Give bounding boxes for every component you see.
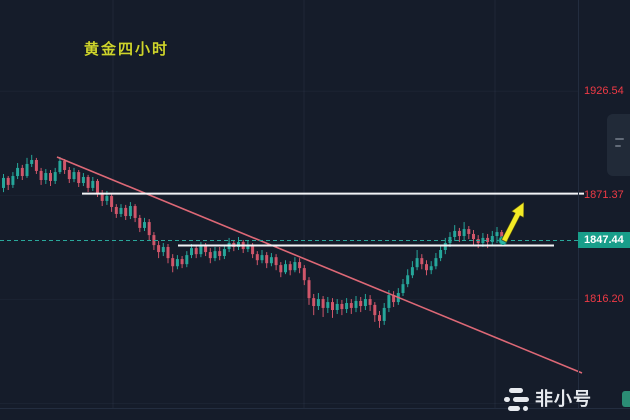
gridlines: [112, 0, 496, 408]
side-widget-mark: [615, 138, 624, 140]
candles-layer: [2, 154, 504, 328]
watermark-text: 非小号: [535, 388, 592, 409]
current-price-badge: 1847.44: [578, 232, 630, 249]
feixiaohao-logo-icon: [503, 386, 530, 413]
bullish-arrow-annotation[interactable]: [501, 201, 525, 243]
cropped-green-glyph: [622, 391, 630, 407]
side-widget-button[interactable]: [607, 114, 630, 176]
time-axis-border[interactable]: [0, 408, 630, 409]
price-axis-border[interactable]: [578, 0, 579, 408]
descending-trendline[interactable]: [56, 156, 583, 374]
side-widget-mark: [615, 145, 621, 147]
watermark: 非小号: [503, 384, 592, 414]
